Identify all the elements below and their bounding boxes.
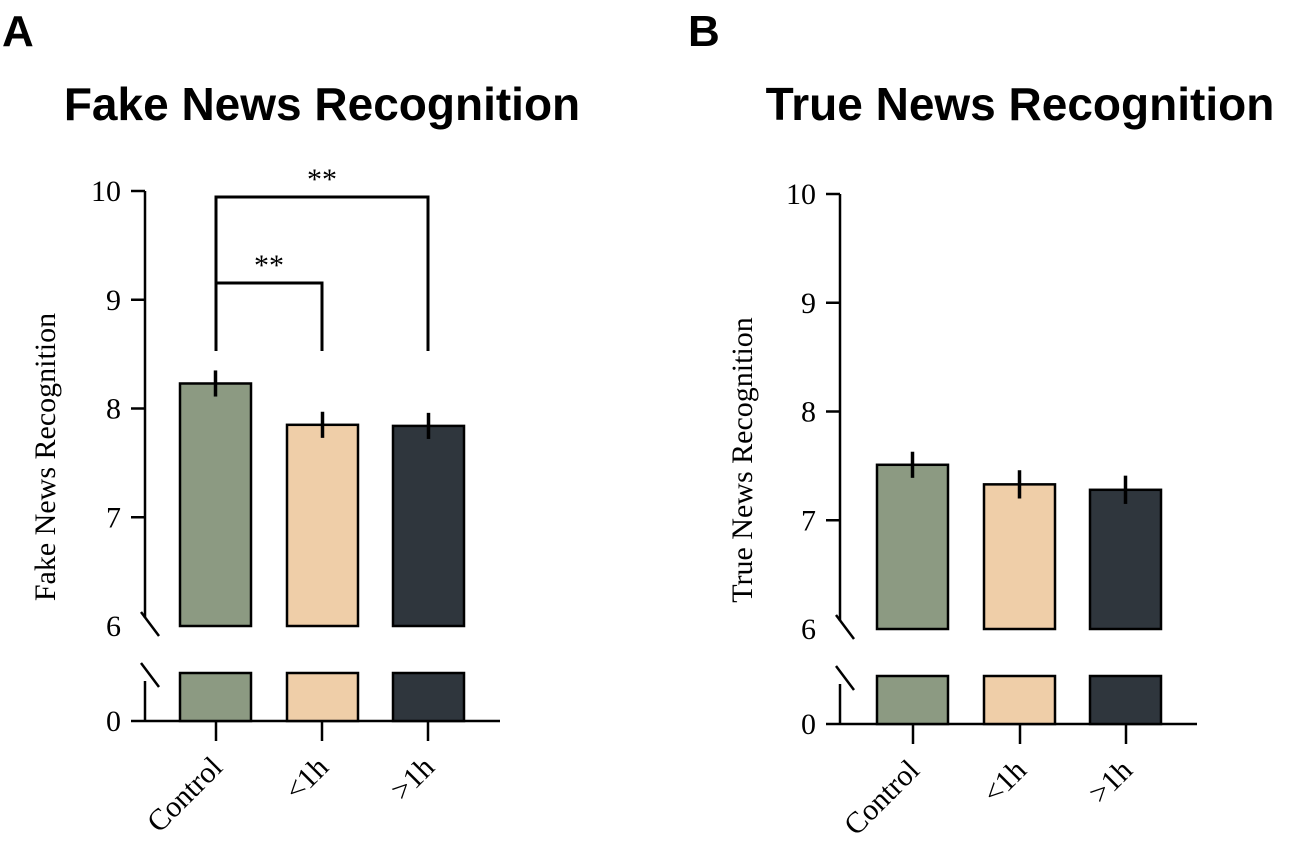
y-tick-label: 10 <box>786 178 816 211</box>
chart-fake-news: 0 6 7 8 9 10 Fake News Recognition Control <1h >1… <box>29 163 500 839</box>
panel-letter-b: B <box>688 7 720 56</box>
y-tick-label: 7 <box>106 501 121 534</box>
y-axis-label: True News Recognition <box>726 317 759 603</box>
bar <box>982 483 1057 631</box>
significance-label: ** <box>307 163 337 196</box>
y-tick-label: 9 <box>106 284 121 317</box>
y-tick-label: 6 <box>801 613 816 646</box>
y-tick-label: 10 <box>91 175 121 208</box>
bar <box>178 382 253 628</box>
y-tick-label: 9 <box>801 287 816 320</box>
y-tick-label: 0 <box>106 705 121 738</box>
y-tick-label: 0 <box>801 708 816 741</box>
x-tick-label: >1h <box>384 751 441 808</box>
y-axis-label: Fake News Recognition <box>29 313 62 601</box>
x-tick-label: <1h <box>976 754 1033 811</box>
x-tick-label: >1h <box>1082 754 1139 811</box>
x-tick-label: Control <box>141 751 229 839</box>
y-tick-label: 8 <box>106 393 121 426</box>
bar-lower <box>875 674 950 726</box>
panel-title-a: Fake News Recognition <box>64 78 580 130</box>
bar-lower <box>391 671 466 723</box>
axis-break-mark <box>140 662 160 688</box>
bar-lower <box>982 674 1057 726</box>
bar-lower <box>285 671 360 723</box>
x-tick-label: Control <box>838 754 926 842</box>
significance-bracket <box>214 281 324 351</box>
bar-lower <box>1088 674 1163 726</box>
bar-lower <box>178 671 253 723</box>
bar <box>1088 488 1163 631</box>
axis-break-mark <box>140 611 160 637</box>
bar <box>875 463 950 631</box>
bar <box>391 424 466 628</box>
y-tick-label: 8 <box>801 396 816 429</box>
axis-break-mark <box>835 665 855 691</box>
y-tick-label: 7 <box>801 504 816 537</box>
significance-label: ** <box>254 249 284 282</box>
panel-letter-a: A <box>2 7 34 56</box>
bar <box>285 423 360 628</box>
axis-break-mark <box>835 614 855 640</box>
y-tick-label: 6 <box>106 610 121 643</box>
significance-bracket <box>214 195 430 351</box>
panel-title-b: True News Recognition <box>766 78 1275 130</box>
chart-true-news: 0 6 7 8 9 10 True News Recognition Control <1h >1… <box>726 178 1197 842</box>
x-tick-label: <1h <box>278 751 335 808</box>
